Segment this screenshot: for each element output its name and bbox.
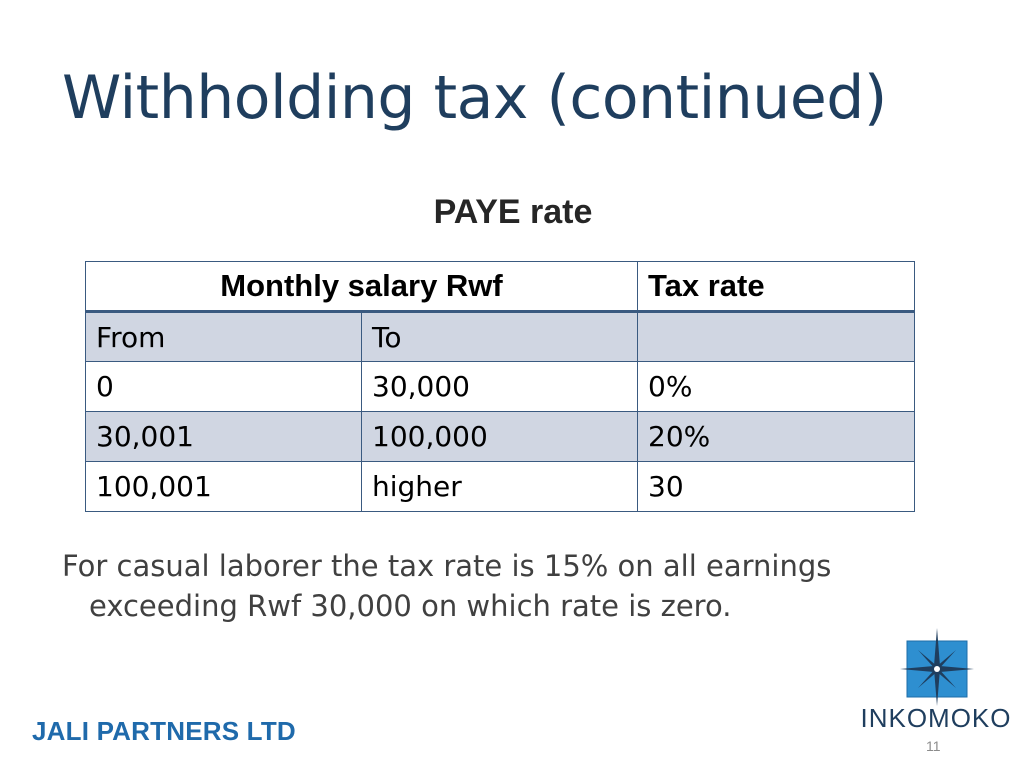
slide-title: Withholding tax (continued) <box>62 63 887 133</box>
subheader-rate <box>637 311 915 362</box>
note-line-2: exceeding Rwf 30,000 on which rate is ze… <box>89 589 732 623</box>
note-line-1: For casual laborer the tax rate is 15% o… <box>62 549 832 583</box>
footer-company-name: JALI PARTNERS LTD <box>32 716 296 746</box>
table-caption: PAYE rate <box>0 193 1024 232</box>
cell-rate: 30 <box>637 461 915 512</box>
casual-laborer-note: For casual laborer the tax rate is 15% o… <box>62 546 942 626</box>
cell-rate: 20% <box>637 411 915 462</box>
subheader-to: To <box>361 311 638 362</box>
table-subheader-row: From To <box>85 311 915 362</box>
header-tax-rate: Tax rate <box>637 261 915 313</box>
table-header-row: Monthly salary Rwf Tax rate <box>85 261 915 313</box>
cell-to: 100,000 <box>361 411 638 462</box>
table-row: 0 30,000 0% <box>85 361 915 412</box>
page-number: 11 <box>926 738 941 754</box>
table-caption-text: PAYE rate <box>433 193 593 231</box>
compass-star-icon <box>900 628 974 706</box>
table-row: 100,001 higher 30 <box>85 461 915 512</box>
table-row: 30,001 100,000 20% <box>85 411 915 462</box>
subheader-from: From <box>85 311 362 362</box>
cell-to: 30,000 <box>361 361 638 412</box>
logo-wordmark: INKOMOKO <box>860 703 1012 733</box>
paye-rate-table: Monthly salary Rwf Tax rate From To 0 30… <box>85 261 915 512</box>
cell-from: 30,001 <box>85 411 362 462</box>
header-monthly-salary: Monthly salary Rwf <box>85 261 638 313</box>
cell-from: 0 <box>85 361 362 412</box>
cell-from: 100,001 <box>85 461 362 512</box>
cell-to: higher <box>361 461 638 512</box>
cell-rate: 0% <box>637 361 915 412</box>
inkomoko-logo: INKOMOKO <box>856 628 1016 738</box>
